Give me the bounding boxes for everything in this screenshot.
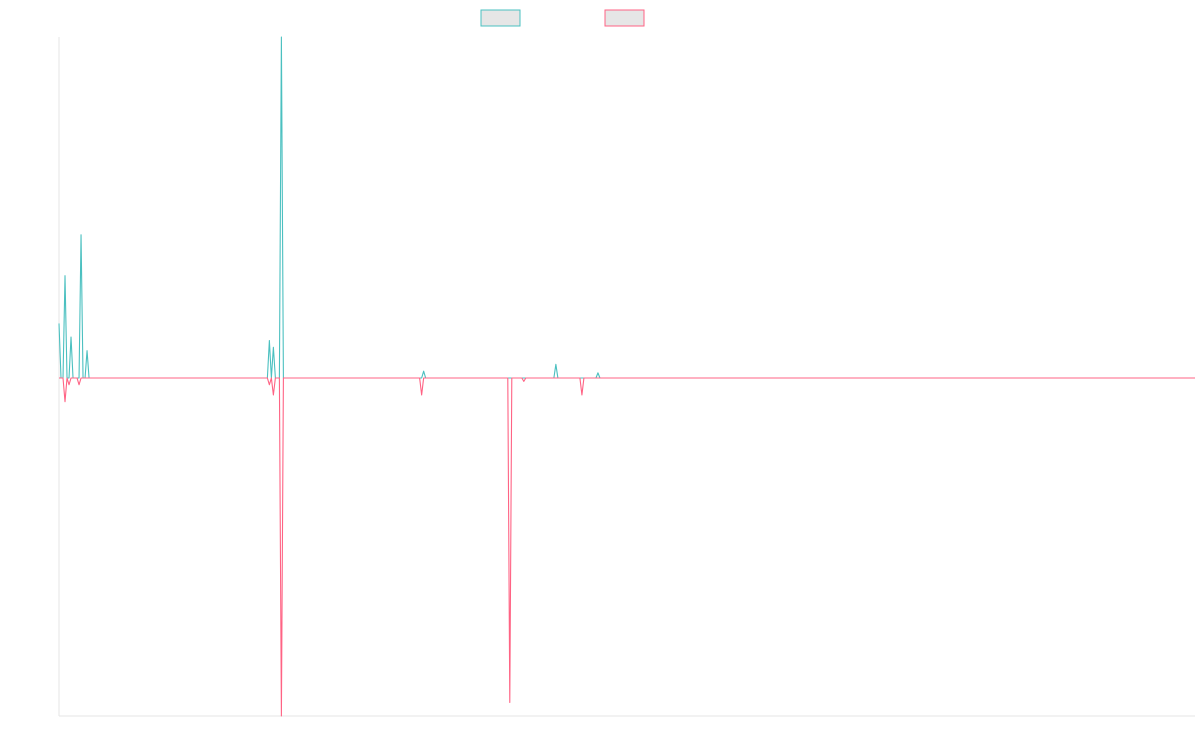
legend-swatch-1	[480, 9, 521, 27]
axes	[58, 37, 1195, 717]
series-line-2	[59, 377, 1195, 717]
legend	[480, 9, 645, 27]
legend-swatch-2	[604, 9, 645, 27]
series-line-1	[58, 36, 1195, 379]
series-group	[58, 36, 1195, 717]
